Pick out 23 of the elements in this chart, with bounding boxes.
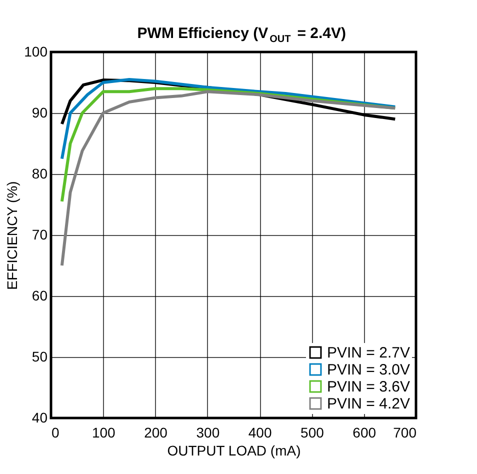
x-tick-label: 100 xyxy=(92,424,116,440)
x-tick-label: 300 xyxy=(196,424,220,440)
legend-label: PVIN = 3.0V xyxy=(327,362,410,378)
x-tick-label: 400 xyxy=(248,424,272,440)
legend-label: PVIN = 2.7V xyxy=(327,344,410,362)
x-tick-label: 0 xyxy=(52,424,60,440)
y-tick-label: 50 xyxy=(32,348,48,364)
y-tick-label: 90 xyxy=(32,104,48,120)
y-tick-label: 70 xyxy=(32,226,48,242)
x-axis-title: OUTPUT LOAD (mA) xyxy=(167,442,301,458)
line-series xyxy=(60,90,397,267)
legend-label: PVIN = 3.6V xyxy=(327,378,410,396)
y-tick-label: 100 xyxy=(24,44,48,60)
line-series xyxy=(60,78,397,160)
x-tick-label: 700 xyxy=(393,424,417,440)
y-tick-label: 80 xyxy=(32,166,48,182)
x-tick-label: 200 xyxy=(144,424,168,440)
y-tick-label: 60 xyxy=(32,288,48,304)
x-tick-label: 600 xyxy=(352,424,376,440)
y-tick-label: 40 xyxy=(32,410,48,426)
x-tick-label: 500 xyxy=(300,424,324,440)
y-axis-title: EFFICIENCY (%) xyxy=(4,181,20,290)
legend-label: PVIN = 4.2V xyxy=(327,396,410,412)
